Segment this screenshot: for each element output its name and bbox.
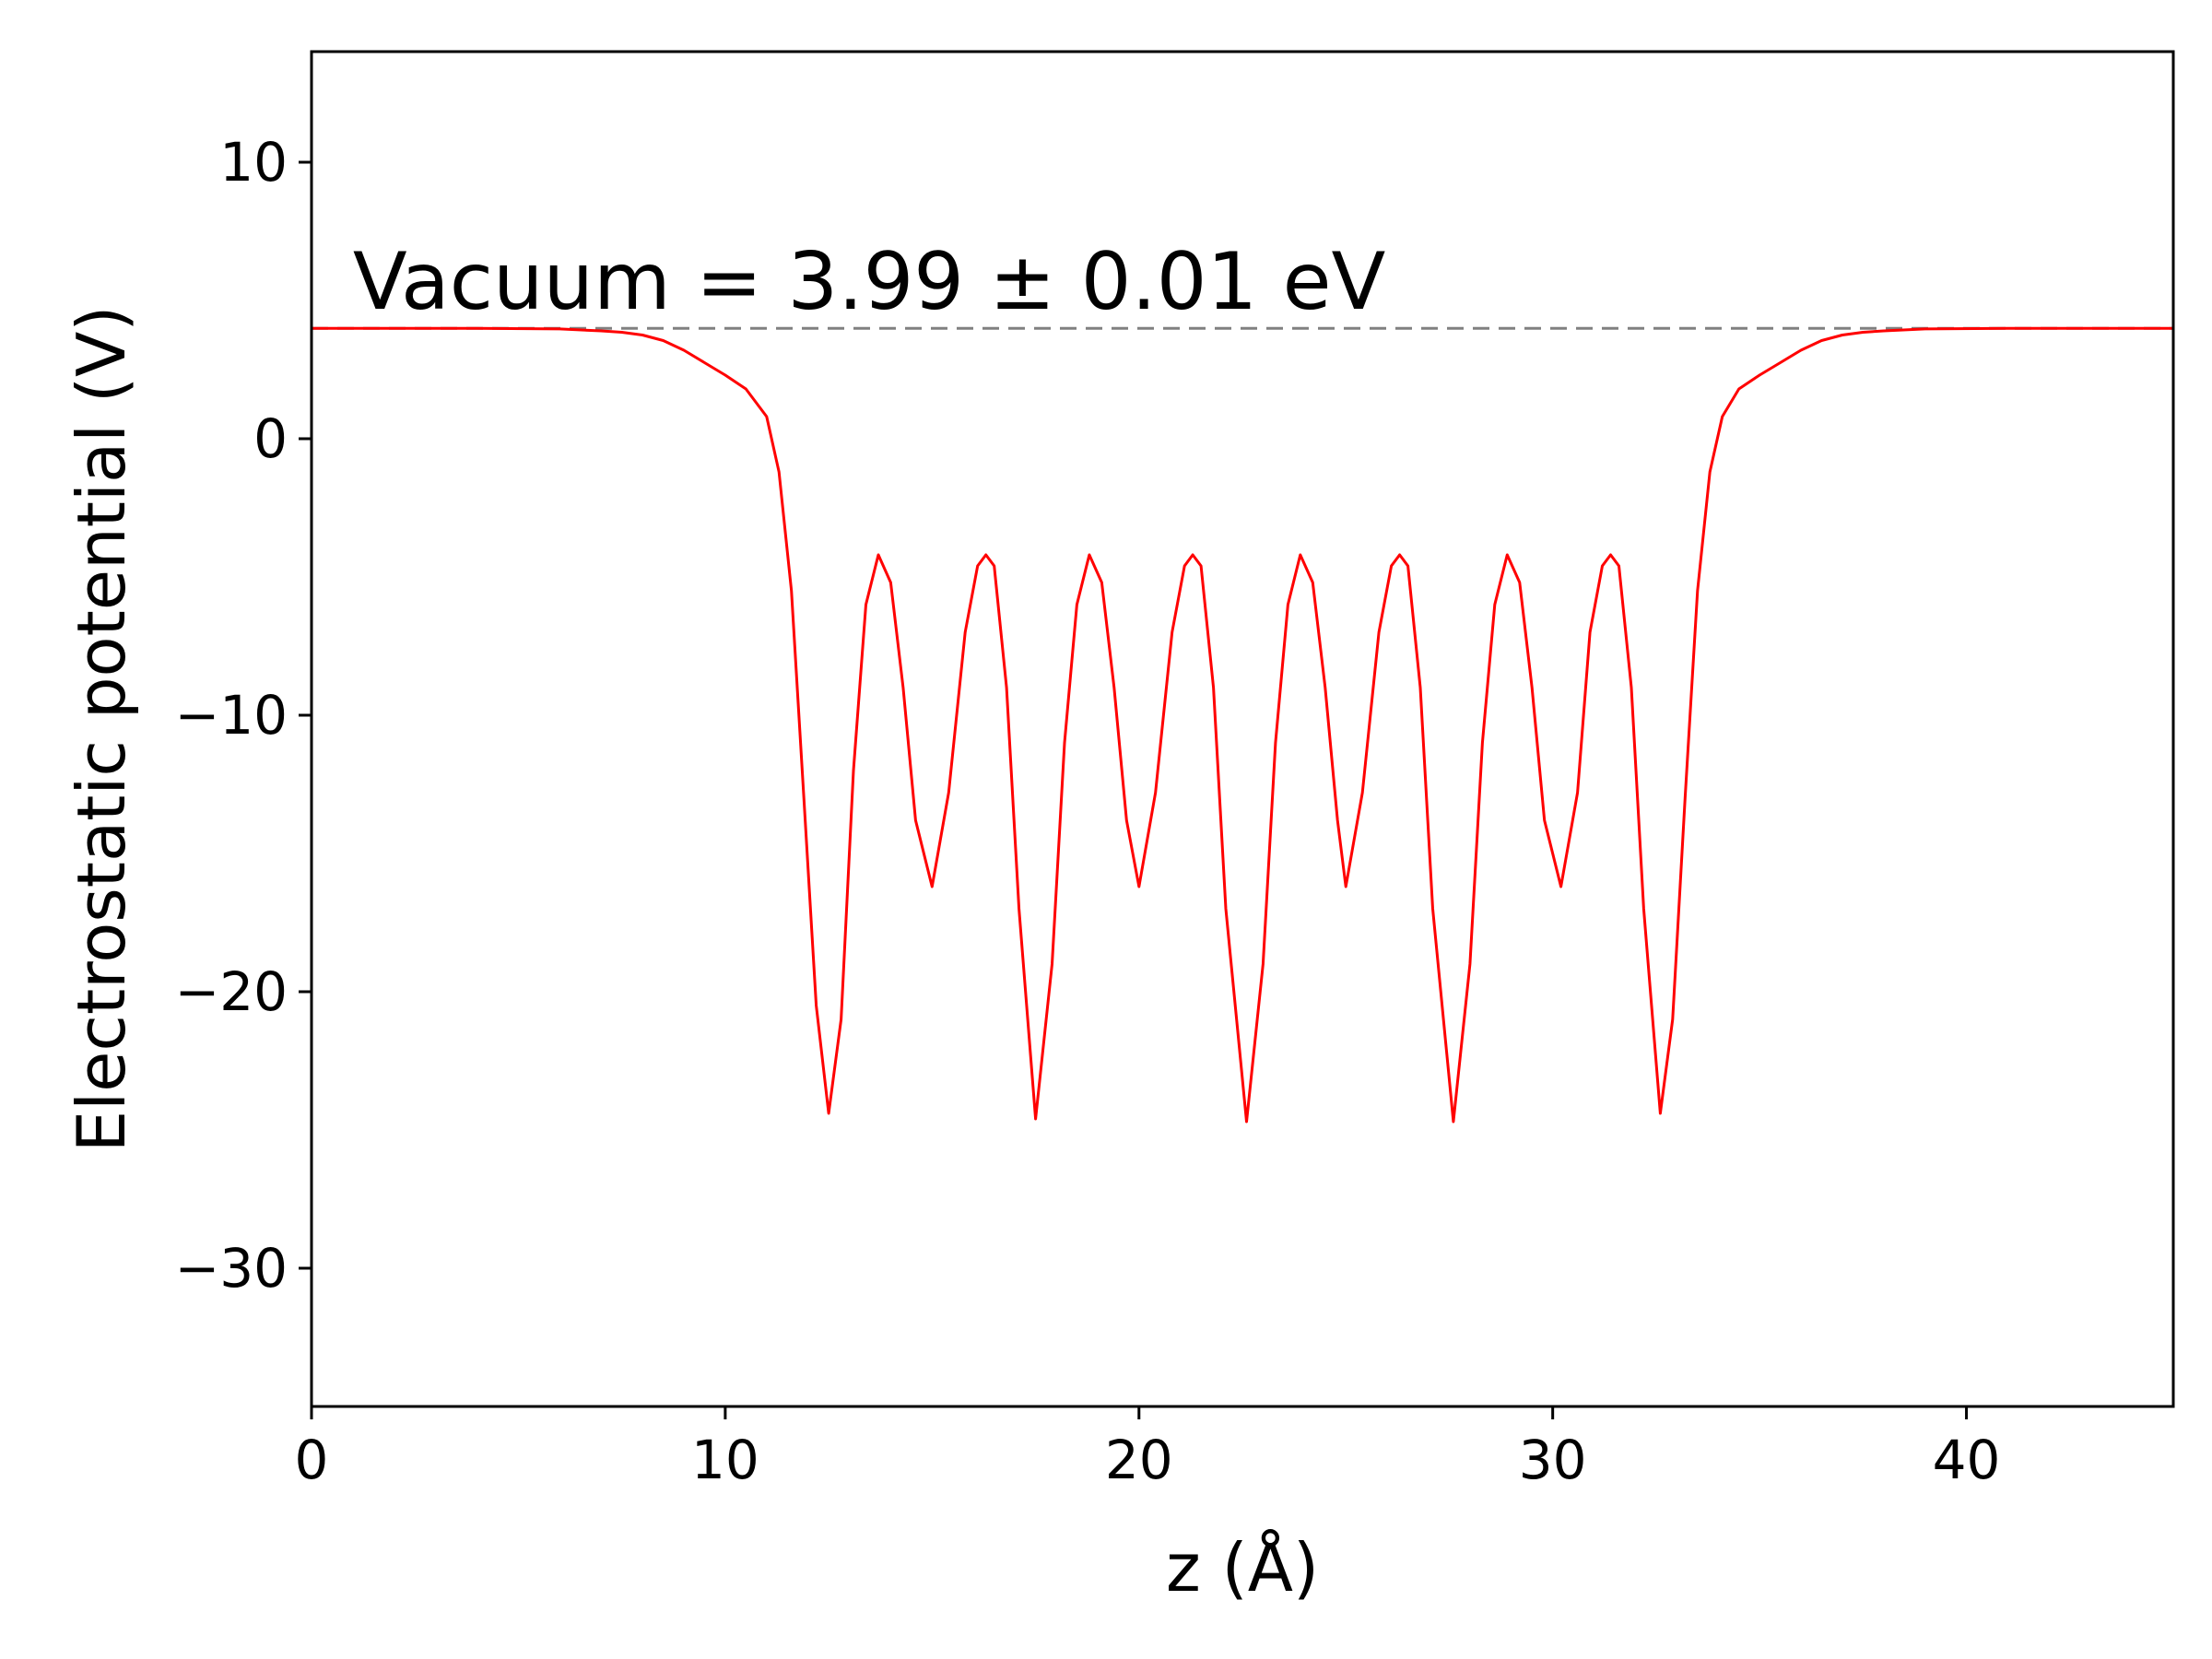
x-tick-label: 0 xyxy=(295,1429,329,1491)
x-tick-label: 10 xyxy=(691,1429,759,1491)
x-tick-label: 20 xyxy=(1105,1429,1173,1491)
y-tick-label: −30 xyxy=(175,1237,288,1300)
x-axis-label: z (Å) xyxy=(1166,1529,1319,1606)
potential-series-line xyxy=(312,326,2173,1124)
y-tick-label: 10 xyxy=(219,131,288,194)
y-axis-ticks: 10 0 −10 −20 −30 xyxy=(175,131,312,1300)
plot-frame xyxy=(310,50,2175,1408)
y-tick-label: −10 xyxy=(175,684,288,747)
vacuum-annotation: Vacuum = 3.99 ± 0.01 eV xyxy=(353,236,1386,328)
y-tick-label: 0 xyxy=(253,407,288,470)
x-tick-label: 40 xyxy=(1933,1429,2001,1491)
x-axis-ticks: 0 10 20 30 40 xyxy=(295,1406,2001,1491)
y-tick-label: −20 xyxy=(175,960,288,1023)
y-axis-label: Electrostatic potential (V) xyxy=(63,306,140,1153)
x-tick-label: 30 xyxy=(1519,1429,1587,1491)
